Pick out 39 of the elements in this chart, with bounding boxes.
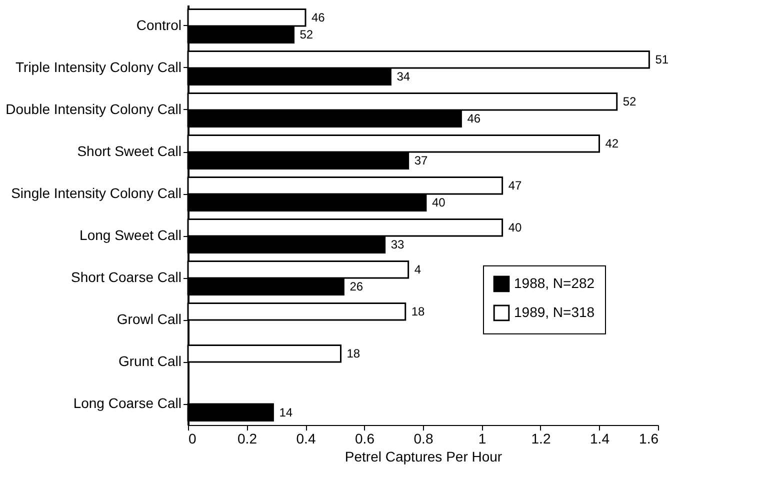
y-tick-label: Grunt Call [118, 353, 182, 369]
annotation: 47 [508, 178, 522, 193]
y-tick-label: Growl Call [116, 311, 182, 327]
annotation: 46 [467, 111, 481, 126]
annotation: 33 [390, 237, 404, 252]
annotation: 51 [655, 52, 669, 67]
y-tick-label: Long Sweet Call [80, 227, 182, 243]
y-tick-label: Short Coarse Call [71, 269, 182, 285]
x-tick-label: 1.6 [639, 430, 659, 446]
y-tick-label: Long Coarse Call [73, 395, 182, 411]
x-tick-label: 1.2 [531, 430, 551, 446]
annotation: 52 [300, 27, 314, 42]
legend-label: 1989, N=318 [514, 304, 595, 320]
x-tick-label: 0 [188, 430, 196, 446]
annotation: 4 [414, 262, 422, 277]
x-tick-label: 1 [478, 430, 486, 446]
x-tick-label: 0.2 [238, 430, 258, 446]
x-axis-title: Petrel Captures Per Hour [344, 448, 502, 464]
annotation: 46 [312, 10, 326, 25]
y-tick-label: Single Intensity Colony Call [11, 185, 182, 201]
x-tick-label: 0.6 [355, 430, 375, 446]
x-tick-label: 1.4 [590, 430, 610, 446]
annotation: 34 [396, 69, 410, 84]
y-tick-label: Double Intensity Colony Call [6, 101, 182, 117]
annotation: 40 [432, 195, 446, 210]
x-tick-label: 0.8 [414, 430, 434, 446]
annotation: 40 [508, 220, 522, 235]
annotation: 26 [350, 279, 364, 294]
y-tick-label: Control [136, 17, 182, 33]
y-tick-label: Short Sweet Call [77, 143, 182, 159]
annotation: 42 [605, 136, 619, 151]
annotation: 14 [279, 405, 293, 420]
legend-label: 1988, N=282 [514, 274, 595, 291]
annotation: 18 [411, 304, 426, 319]
annotation: 37 [414, 153, 428, 168]
annotation: 52 [622, 94, 637, 109]
annotation: 18 [346, 346, 360, 361]
y-tick-label: Triple Intensity Colony Call [16, 59, 182, 75]
x-tick-label: 0.4 [296, 430, 316, 446]
